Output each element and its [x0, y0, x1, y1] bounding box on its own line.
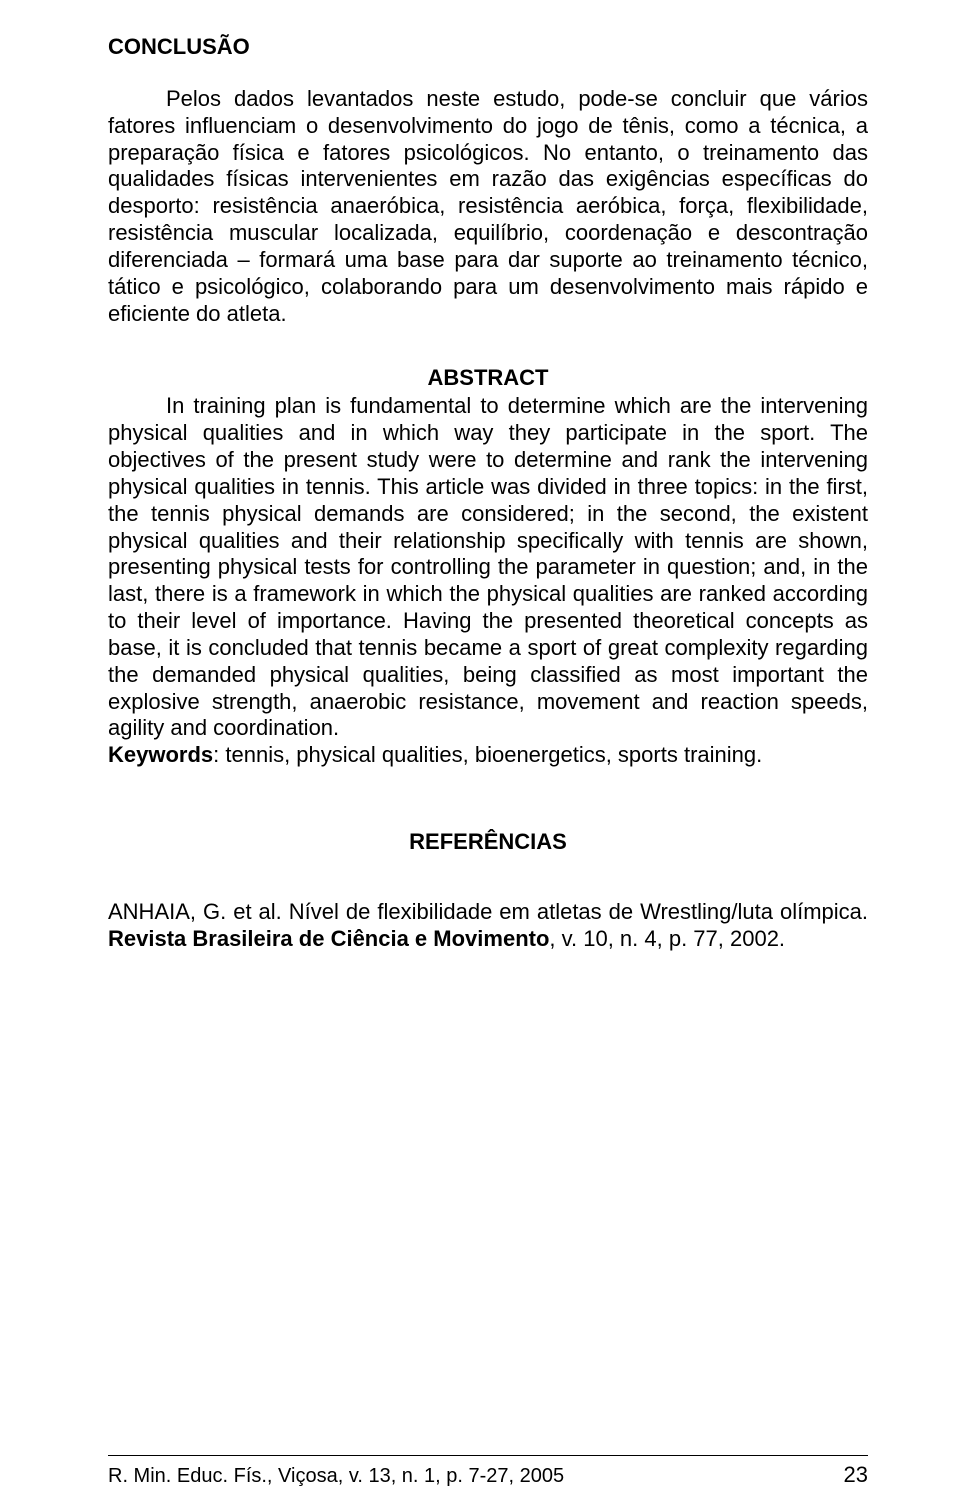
footer-line: R. Min. Educ. Fís., Viçosa, v. 13, n. 1,… [108, 1462, 868, 1488]
reference-entry: ANHAIA, G. et al. Nível de flexibilidade… [108, 899, 868, 953]
footer-page-number: 23 [844, 1462, 868, 1488]
ref-post: , v. 10, n. 4, p. 77, 2002. [549, 926, 785, 951]
abstract-section: ABSTRACT In training plan is fundamental… [108, 365, 868, 769]
references-section: REFERÊNCIAS ANHAIA, G. et al. Nível de f… [108, 829, 868, 953]
conclusion-title: CONCLUSÃO [108, 34, 868, 60]
keywords-line: Keywords: tennis, physical qualities, bi… [108, 742, 868, 769]
conclusion-paragraph: Pelos dados levantados neste estudo, pod… [108, 86, 868, 327]
keywords-label: Keywords [108, 742, 213, 767]
page-footer: R. Min. Educ. Fís., Viçosa, v. 13, n. 1,… [108, 1455, 868, 1488]
footer-citation: R. Min. Educ. Fís., Viçosa, v. 13, n. 1,… [108, 1465, 564, 1488]
abstract-title: ABSTRACT [108, 365, 868, 391]
abstract-body-text: In training plan is fundamental to deter… [108, 393, 868, 740]
abstract-body: In training plan is fundamental to deter… [108, 393, 868, 742]
ref-bold: Revista Brasileira de Ciência e Moviment… [108, 926, 549, 951]
keywords-text: : tennis, physical qualities, bioenerget… [213, 742, 762, 767]
ref-pre: ANHAIA, G. et al. Nível de flexibilidade… [108, 899, 868, 924]
footer-rule [108, 1455, 868, 1456]
references-title: REFERÊNCIAS [108, 829, 868, 855]
conclusion-section: CONCLUSÃO Pelos dados levantados neste e… [108, 34, 868, 327]
